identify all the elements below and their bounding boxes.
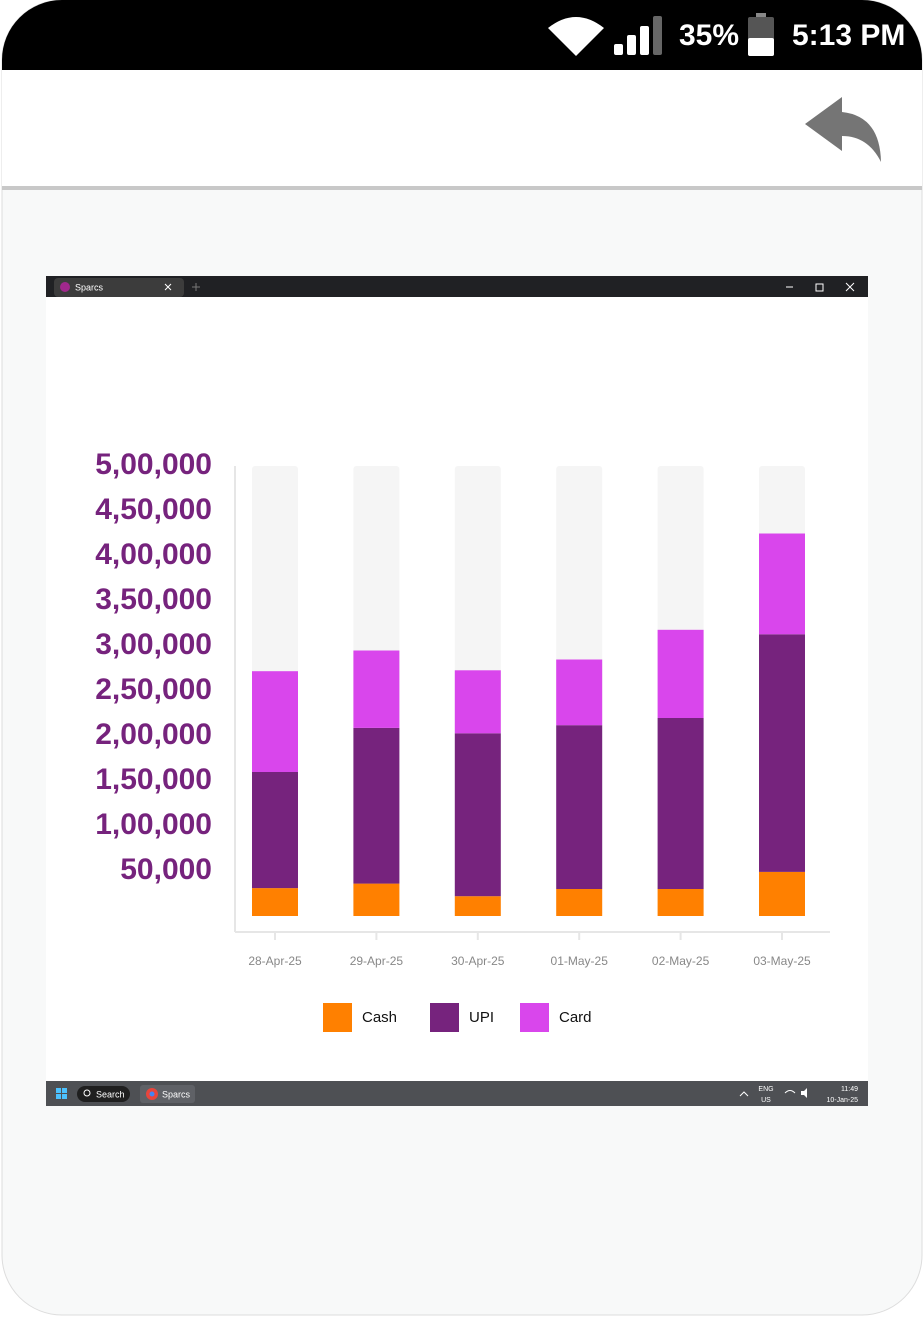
y-tick-label: 3,50,000: [95, 583, 212, 616]
bar-segment: [454, 733, 501, 897]
search-box[interactable]: [77, 1086, 130, 1102]
region: US: [761, 1097, 771, 1104]
tab[interactable]: [54, 278, 184, 297]
bar-segment: [353, 883, 400, 916]
tray-wifi: [784, 1090, 796, 1094]
back-button[interactable]: [805, 97, 881, 162]
bar-segment: [454, 896, 501, 916]
legend-swatch: [323, 1003, 352, 1032]
y-tick-label: 5,00,000: [95, 448, 212, 481]
y-tick-label: 2,50,000: [95, 673, 212, 706]
battery-icon: [748, 13, 774, 56]
bar-segment: [556, 725, 603, 889]
lang: ENG: [758, 1086, 773, 1093]
chart: 50,000 1,00,000 1,50,000 2,00,000 2,50,000 3,…: [95, 448, 830, 1032]
chrome-icon-center: [149, 1091, 155, 1097]
tab-close[interactable]: [164, 283, 172, 291]
signal-icon: [614, 16, 662, 55]
x-tick-label: 01-May-25: [551, 954, 609, 968]
legend-label: UPI: [469, 1009, 494, 1026]
y-tick-label: 1,50,000: [95, 763, 212, 796]
x-tick-label: 28-Apr-25: [248, 954, 302, 968]
y-tick-label: 50,000: [120, 853, 212, 886]
bar-segment: [252, 772, 298, 889]
legend-label: Card: [559, 1009, 592, 1026]
x-tick-label: 30-Apr-25: [451, 954, 505, 968]
bar-segment: [353, 727, 400, 884]
status-bar: [2, 0, 922, 70]
bar-segment: [556, 659, 603, 726]
bar-segment: [759, 634, 805, 872]
tray-volume: [801, 1088, 807, 1098]
y-tick-label: 4,50,000: [95, 493, 212, 526]
bar-segment: [657, 629, 704, 718]
bar-segment: [252, 888, 298, 916]
bar-segment: [759, 871, 805, 916]
wifi-icon: [548, 17, 604, 56]
bar-segment: [759, 533, 805, 635]
title-bar: [46, 276, 868, 297]
tray-date: 10-Jan-25: [826, 1097, 858, 1104]
bar-segment: [353, 650, 400, 728]
tab-title: Sparcs: [75, 282, 104, 292]
search-icon: [83, 1089, 91, 1097]
battery-percent: 35%: [679, 19, 739, 52]
y-tick-label: 1,00,000: [95, 808, 212, 841]
bar-segment: [657, 718, 704, 889]
legend-label: Cash: [362, 1009, 397, 1026]
search-label: Search: [96, 1089, 125, 1099]
header: [2, 70, 922, 187]
legend-swatch: [430, 1003, 459, 1032]
x-tick-label: 02-May-25: [652, 954, 710, 968]
y-tick-label: 3,00,000: [95, 628, 212, 661]
x-tick-label: 03-May-25: [753, 954, 811, 968]
bar-segment: [657, 889, 704, 916]
header-shadow: [2, 186, 922, 190]
legend-swatch: [520, 1003, 549, 1032]
start-button[interactable]: [56, 1088, 67, 1099]
tray-time: 11:49: [841, 1086, 858, 1093]
tray-chevron[interactable]: [739, 1091, 749, 1097]
tab-icon: [60, 282, 70, 292]
clock: 5:13 PM: [792, 19, 905, 52]
y-tick-label: 2,00,000: [95, 718, 212, 751]
bar-segment: [252, 671, 298, 772]
taskbar-app-label: Sparcs: [162, 1089, 191, 1099]
restore[interactable]: [815, 283, 824, 292]
bar-segment: [454, 670, 501, 734]
close[interactable]: [845, 282, 855, 292]
y-tick-label: 4,00,000: [95, 538, 212, 571]
new-tab[interactable]: [192, 283, 200, 291]
x-tick-label: 29-Apr-25: [350, 954, 404, 968]
bar-segment: [556, 889, 603, 916]
